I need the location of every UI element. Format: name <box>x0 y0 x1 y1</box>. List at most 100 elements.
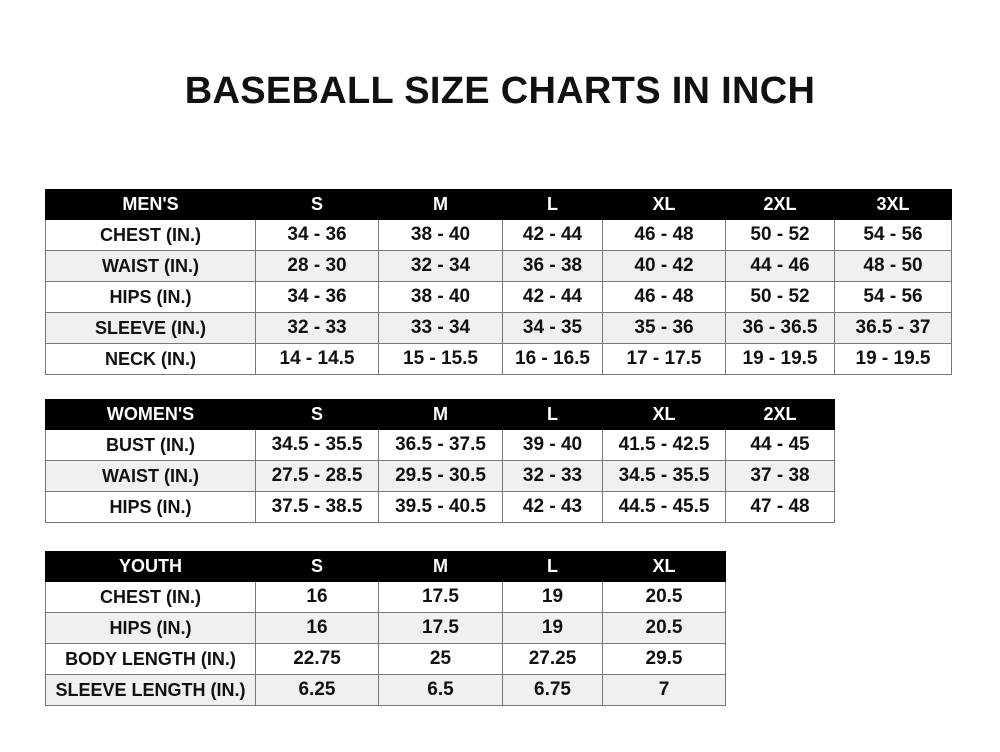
size-value: 16 <box>255 581 379 613</box>
measurement-label: SLEEVE (IN.) <box>45 312 256 344</box>
size-value: 15 - 15.5 <box>378 343 503 375</box>
size-header: 3XL <box>834 189 952 220</box>
mens-size-table: MEN'S S M L XL 2XL 3XL CHEST (IN.) 34 - 36 38 - 4… <box>45 189 952 375</box>
size-value: 44.5 - 45.5 <box>602 491 726 523</box>
size-value: 20.5 <box>602 612 726 644</box>
measurement-label: SLEEVE LENGTH (IN.) <box>45 674 256 706</box>
size-value: 37.5 - 38.5 <box>255 491 379 523</box>
size-value: 19 - 19.5 <box>725 343 835 375</box>
size-header: 2XL <box>725 399 835 430</box>
size-value: 39 - 40 <box>502 429 603 461</box>
table-row: BODY LENGTH (IN.) 22.75 25 27.25 29.5 <box>45 643 726 675</box>
size-header: L <box>502 399 603 430</box>
measurement-label: HIPS (IN.) <box>45 281 256 313</box>
size-header: XL <box>602 551 726 582</box>
size-value: 33 - 34 <box>378 312 503 344</box>
size-header: XL <box>602 399 726 430</box>
size-value: 7 <box>602 674 726 706</box>
size-value: 19 <box>502 581 603 613</box>
size-value: 44 - 45 <box>725 429 835 461</box>
size-value: 42 - 43 <box>502 491 603 523</box>
measurement-label: WAIST (IN.) <box>45 460 256 492</box>
size-value: 6.5 <box>378 674 503 706</box>
measurement-label: BUST (IN.) <box>45 429 256 461</box>
size-value: 17.5 <box>378 581 503 613</box>
size-value: 35 - 36 <box>602 312 726 344</box>
size-value: 36 - 38 <box>502 250 603 282</box>
size-value: 34 - 36 <box>255 219 379 251</box>
size-value: 47 - 48 <box>725 491 835 523</box>
size-value: 34.5 - 35.5 <box>602 460 726 492</box>
table-row: WAIST (IN.) 28 - 30 32 - 34 36 - 38 40 - 42 4… <box>45 250 952 282</box>
size-value: 20.5 <box>602 581 726 613</box>
category-header: MEN'S <box>45 189 256 220</box>
size-value: 39.5 - 40.5 <box>378 491 503 523</box>
size-value: 27.5 - 28.5 <box>255 460 379 492</box>
size-value: 17.5 <box>378 612 503 644</box>
size-value: 38 - 40 <box>378 219 503 251</box>
measurement-label: CHEST (IN.) <box>45 581 256 613</box>
size-header: M <box>378 399 503 430</box>
size-value: 37 - 38 <box>725 460 835 492</box>
table-row: SLEEVE LENGTH (IN.) 6.25 6.5 6.75 7 <box>45 674 726 706</box>
header-row: WOMEN'S S M L XL 2XL <box>45 399 835 430</box>
size-header: L <box>502 189 603 220</box>
size-value: 50 - 52 <box>725 219 835 251</box>
womens-size-table: WOMEN'S S M L XL 2XL BUST (IN.) 34.5 - 35.5 36.5… <box>45 399 835 523</box>
size-value: 42 - 44 <box>502 219 603 251</box>
size-value: 29.5 - 30.5 <box>378 460 503 492</box>
size-header: L <box>502 551 603 582</box>
measurement-label: CHEST (IN.) <box>45 219 256 251</box>
category-header: YOUTH <box>45 551 256 582</box>
size-value: 17 - 17.5 <box>602 343 726 375</box>
size-value: 48 - 50 <box>834 250 952 282</box>
size-header: XL <box>602 189 726 220</box>
size-value: 16 - 16.5 <box>502 343 603 375</box>
size-value: 25 <box>378 643 503 675</box>
size-value: 19 - 19.5 <box>834 343 952 375</box>
size-value: 46 - 48 <box>602 219 726 251</box>
size-value: 29.5 <box>602 643 726 675</box>
size-value: 34.5 - 35.5 <box>255 429 379 461</box>
table-row: HIPS (IN.) 37.5 - 38.5 39.5 - 40.5 42 - 43 4… <box>45 491 835 523</box>
size-header: M <box>378 189 503 220</box>
size-header: S <box>255 189 379 220</box>
measurement-label: HIPS (IN.) <box>45 612 256 644</box>
table-row: CHEST (IN.) 16 17.5 19 20.5 <box>45 581 726 613</box>
measurement-label: BODY LENGTH (IN.) <box>45 643 256 675</box>
size-value: 54 - 56 <box>834 219 952 251</box>
table-row: WAIST (IN.) 27.5 - 28.5 29.5 - 30.5 32 - 33… <box>45 460 835 492</box>
size-value: 27.25 <box>502 643 603 675</box>
table-row: NECK (IN.) 14 - 14.5 15 - 15.5 16 - 16.5 17 … <box>45 343 952 375</box>
size-header: S <box>255 399 379 430</box>
header-row: MEN'S S M L XL 2XL 3XL <box>45 189 952 220</box>
size-value: 40 - 42 <box>602 250 726 282</box>
size-value: 6.75 <box>502 674 603 706</box>
category-header: WOMEN'S <box>45 399 256 430</box>
size-value: 34 - 36 <box>255 281 379 313</box>
table-row: HIPS (IN.) 34 - 36 38 - 40 42 - 44 46 - 48 50… <box>45 281 952 313</box>
size-value: 54 - 56 <box>834 281 952 313</box>
size-value: 50 - 52 <box>725 281 835 313</box>
size-value: 36.5 - 37.5 <box>378 429 503 461</box>
measurement-label: HIPS (IN.) <box>45 491 256 523</box>
size-value: 41.5 - 42.5 <box>602 429 726 461</box>
size-value: 19 <box>502 612 603 644</box>
measurement-label: WAIST (IN.) <box>45 250 256 282</box>
size-value: 14 - 14.5 <box>255 343 379 375</box>
page-title: BASEBALL SIZE CHARTS IN INCH <box>184 70 816 112</box>
size-value: 38 - 40 <box>378 281 503 313</box>
size-value: 16 <box>255 612 379 644</box>
size-value: 22.75 <box>255 643 379 675</box>
size-header: M <box>378 551 503 582</box>
size-value: 32 - 33 <box>255 312 379 344</box>
size-value: 32 - 34 <box>378 250 503 282</box>
size-value: 36.5 - 37 <box>834 312 952 344</box>
size-value: 6.25 <box>255 674 379 706</box>
measurement-label: NECK (IN.) <box>45 343 256 375</box>
table-row: BUST (IN.) 34.5 - 35.5 36.5 - 37.5 39 - 40 4… <box>45 429 835 461</box>
size-value: 36 - 36.5 <box>725 312 835 344</box>
size-value: 34 - 35 <box>502 312 603 344</box>
size-header: S <box>255 551 379 582</box>
size-header: 2XL <box>725 189 835 220</box>
